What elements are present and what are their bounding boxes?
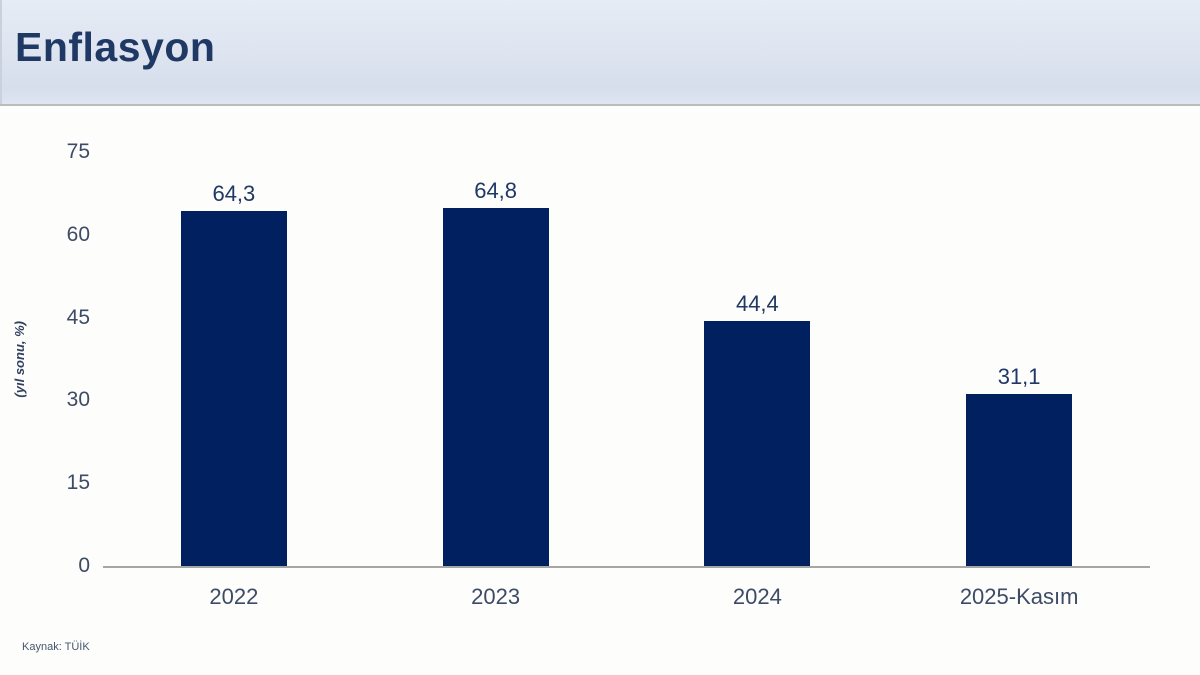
y-axis-tick-label: 15	[66, 471, 90, 495]
y-axis-tick-label: 60	[66, 222, 90, 246]
source-note: Kaynak: TÜİK	[22, 641, 90, 653]
page-title: Enflasyon	[15, 24, 216, 70]
bar-2025-Kasım	[966, 394, 1073, 566]
bar-2023	[442, 208, 549, 566]
x-axis-tick-label: 2022	[209, 584, 259, 609]
bar-column-2022: 64,3	[103, 152, 365, 566]
x-axis-tick-label: 2025-Kasım	[959, 584, 1079, 609]
bar-2024	[704, 321, 811, 566]
x-axis-tick-label: 2023	[471, 584, 521, 609]
y-axis-tick-label: 30	[66, 388, 90, 412]
plot-area: 64,3 64,8 44,4 31,1	[103, 152, 1150, 568]
bar-value-label: 64,8	[474, 178, 518, 203]
x-axis: 2022 2023 2024 2025-Kasım	[103, 584, 1150, 610]
bar-column-2025-Kasım: 31,1	[888, 152, 1150, 566]
y-axis: 0 15 30 45 60 75	[36, 140, 90, 577]
y-axis-tick-label: 0	[78, 554, 90, 577]
y-axis-label: (yıl sonu, %)	[11, 320, 27, 398]
bar-value-label: 31,1	[997, 364, 1041, 389]
bar-value-label: 44,4	[735, 291, 779, 316]
bar-2022	[180, 211, 287, 566]
y-axis-tick-label: 45	[66, 305, 90, 329]
y-axis-tick-label: 75	[66, 140, 90, 163]
bar-column-2023: 64,8	[365, 152, 627, 566]
y-axis-label-container: (yıl sonu, %)	[6, 152, 32, 566]
bar-value-label: 64,3	[212, 181, 256, 206]
bar-column-2024: 44,4	[627, 152, 889, 566]
x-axis-tick-label: 2024	[732, 584, 782, 609]
title-banner: Enflasyon	[0, 0, 1200, 106]
